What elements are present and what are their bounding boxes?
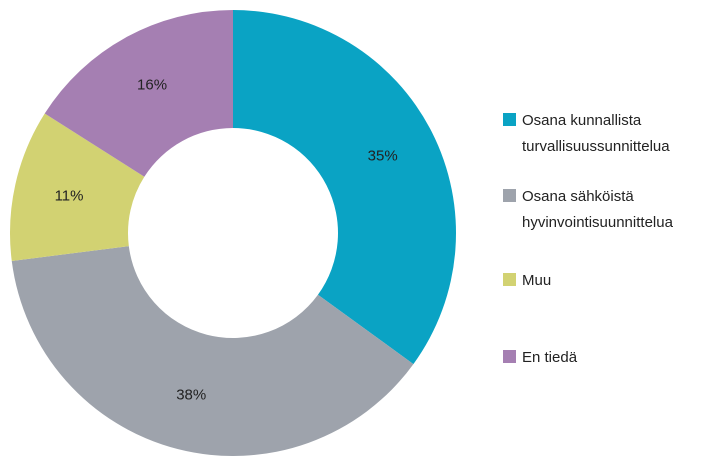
chart: 35% 38% 11% 16%	[10, 10, 457, 456]
data-label: 16%	[137, 77, 167, 94]
legend-label: Osana kunnallista turvallisuussunnittelu…	[522, 112, 670, 155]
legend-item: En tiedä	[503, 345, 702, 371]
data-label: 38%	[176, 387, 206, 404]
data-label: 35%	[368, 148, 398, 165]
legend-swatch	[503, 113, 516, 126]
slice	[11, 246, 414, 456]
legend-swatch	[503, 189, 516, 202]
legend-item: Osana kunnallista turvallisuussunnittelu…	[503, 108, 702, 160]
slice	[44, 10, 233, 177]
legend-label: Muu	[522, 272, 552, 289]
legend-swatch	[503, 273, 516, 286]
data-label: 11%	[55, 187, 84, 204]
slice	[233, 10, 457, 365]
legend-item: Osana sähköistä hyvinvointisuunnittelua	[503, 184, 702, 236]
legend-label: En tiedä	[522, 349, 578, 366]
legend: Osana kunnallista turvallisuussunnittelu…	[503, 0, 713, 456]
legend-label: Osana sähköistä hyvinvointisuunnittelua	[522, 188, 673, 231]
legend-swatch	[503, 350, 516, 363]
legend-item: Muu	[503, 268, 702, 294]
slice	[10, 113, 145, 261]
